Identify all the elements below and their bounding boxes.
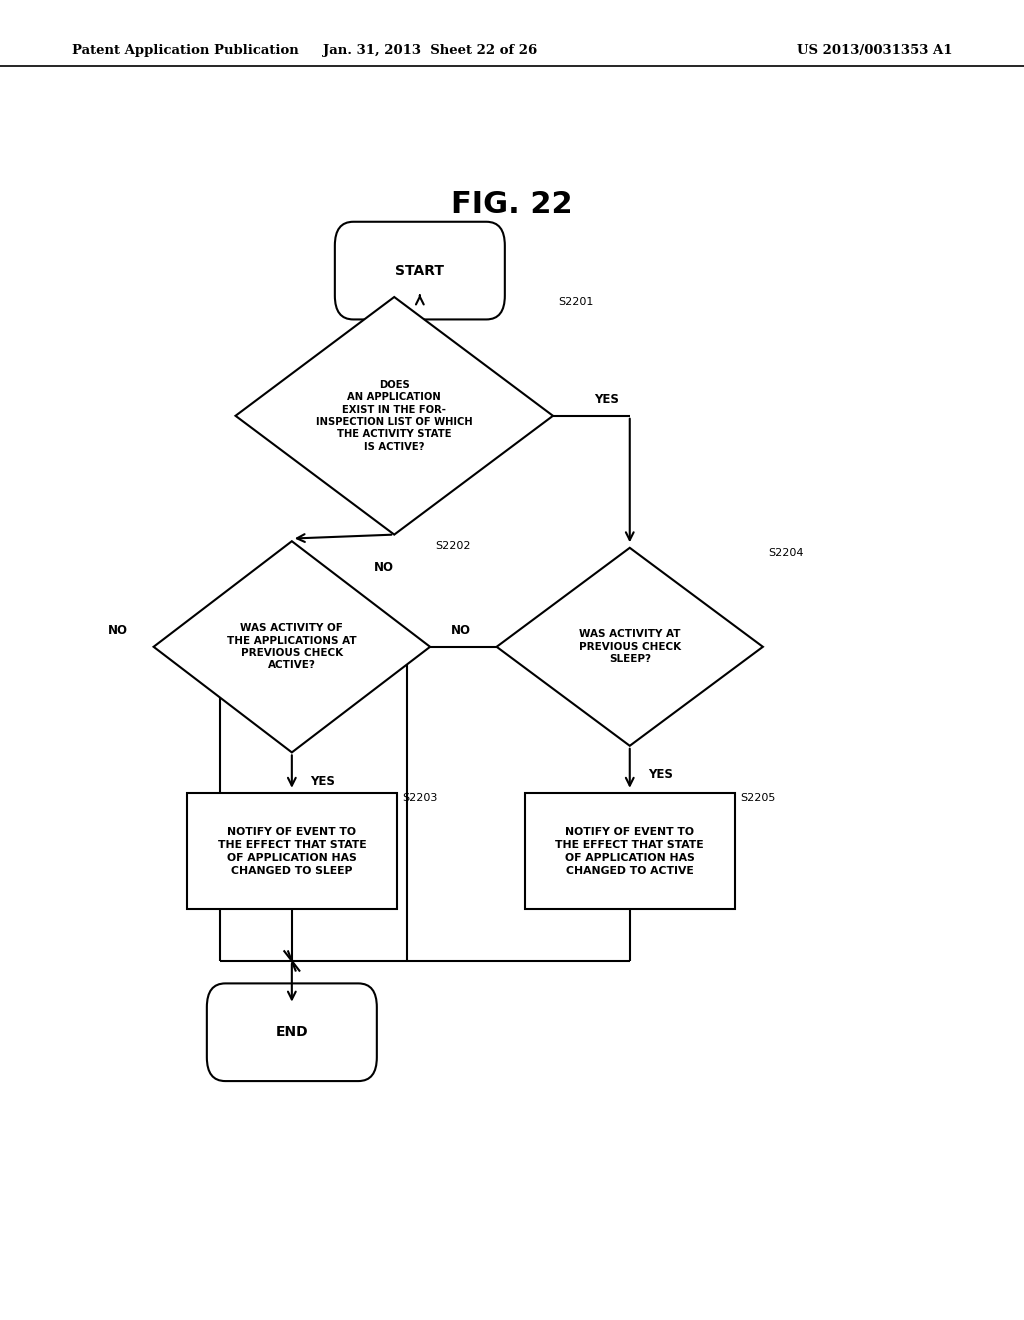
Text: WAS ACTIVITY AT
PREVIOUS CHECK
SLEEP?: WAS ACTIVITY AT PREVIOUS CHECK SLEEP? bbox=[579, 630, 681, 664]
Polygon shape bbox=[154, 541, 430, 752]
Bar bbox=[186, 793, 396, 909]
FancyBboxPatch shape bbox=[207, 983, 377, 1081]
Text: NOTIFY OF EVENT TO
THE EFFECT THAT STATE
OF APPLICATION HAS
CHANGED TO SLEEP: NOTIFY OF EVENT TO THE EFFECT THAT STATE… bbox=[217, 826, 367, 876]
Bar bbox=[524, 793, 734, 909]
Text: YES: YES bbox=[594, 393, 618, 407]
Text: S2204: S2204 bbox=[768, 548, 804, 558]
Text: NOTIFY OF EVENT TO
THE EFFECT THAT STATE
OF APPLICATION HAS
CHANGED TO ACTIVE: NOTIFY OF EVENT TO THE EFFECT THAT STATE… bbox=[555, 826, 705, 876]
Text: YES: YES bbox=[648, 768, 673, 781]
Text: WAS ACTIVITY OF
THE APPLICATIONS AT
PREVIOUS CHECK
ACTIVE?: WAS ACTIVITY OF THE APPLICATIONS AT PREV… bbox=[227, 623, 356, 671]
Text: S2201: S2201 bbox=[558, 297, 594, 308]
Text: NO: NO bbox=[451, 624, 471, 638]
Text: S2203: S2203 bbox=[401, 793, 437, 804]
Text: NO: NO bbox=[374, 561, 394, 574]
Text: S2202: S2202 bbox=[435, 541, 471, 552]
Text: Patent Application Publication: Patent Application Publication bbox=[72, 44, 298, 57]
Polygon shape bbox=[236, 297, 553, 535]
Text: S2205: S2205 bbox=[739, 793, 775, 804]
Text: Jan. 31, 2013  Sheet 22 of 26: Jan. 31, 2013 Sheet 22 of 26 bbox=[323, 44, 538, 57]
FancyBboxPatch shape bbox=[335, 222, 505, 319]
Text: END: END bbox=[275, 1026, 308, 1039]
Text: NO: NO bbox=[108, 624, 128, 638]
Text: US 2013/0031353 A1: US 2013/0031353 A1 bbox=[797, 44, 952, 57]
Text: START: START bbox=[395, 264, 444, 277]
Text: YES: YES bbox=[310, 775, 335, 788]
Text: DOES
AN APPLICATION
EXIST IN THE FOR-
INSPECTION LIST OF WHICH
THE ACTIVITY STAT: DOES AN APPLICATION EXIST IN THE FOR- IN… bbox=[316, 380, 472, 451]
Text: FIG. 22: FIG. 22 bbox=[452, 190, 572, 219]
Polygon shape bbox=[497, 548, 763, 746]
